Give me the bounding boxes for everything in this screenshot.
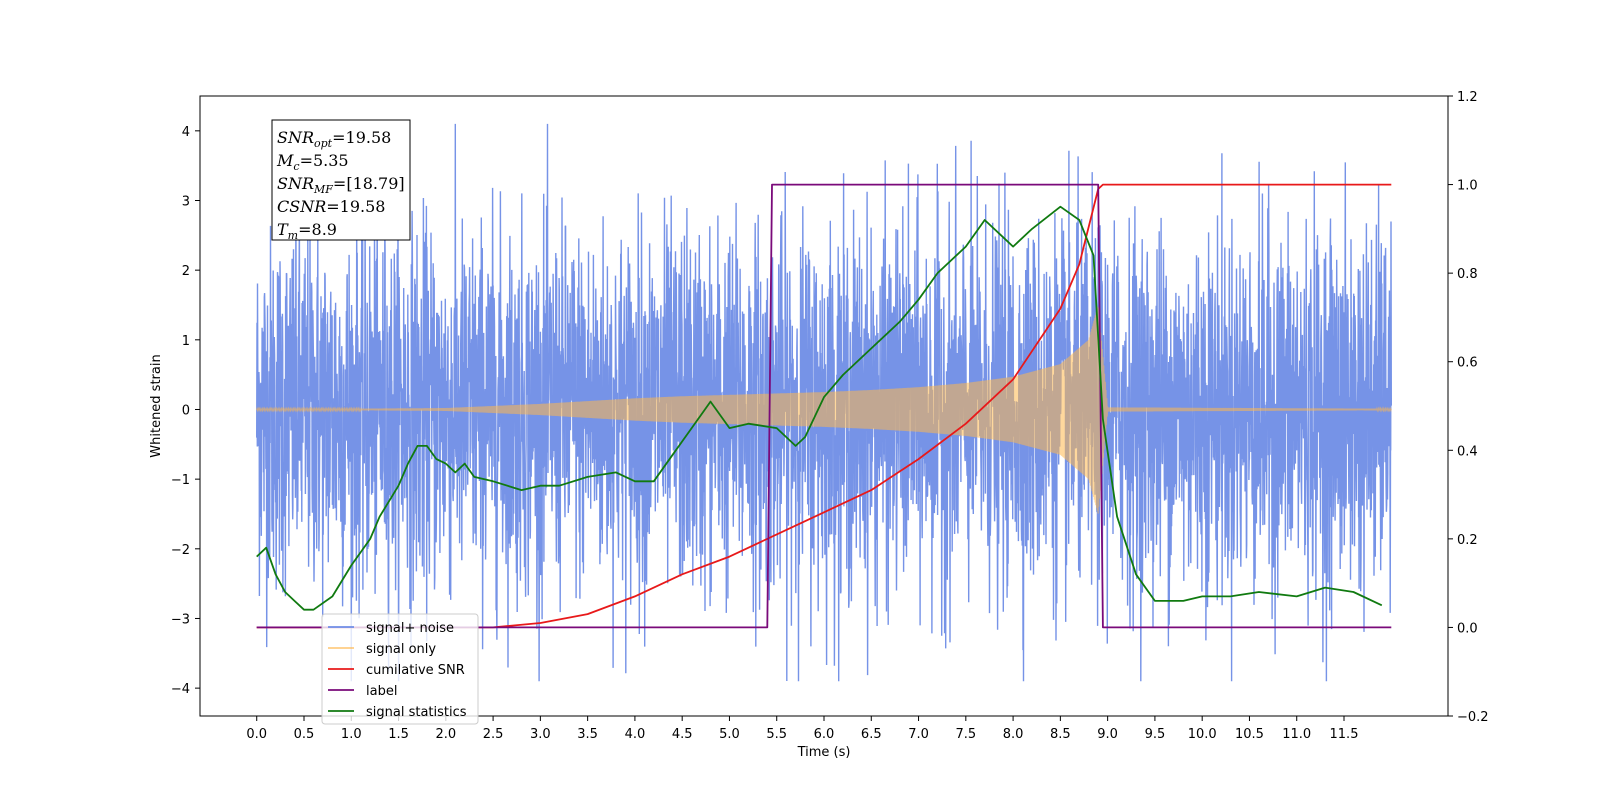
x-tick-label: 8.5 [1050, 727, 1071, 742]
y-axis-label: Whitened strain [149, 354, 164, 457]
annotation-box: SNRopt=19.58Mc=5.35SNRMF=[18.79]CSNR=19.… [271, 119, 411, 242]
y-tick-label: 3 [182, 194, 190, 209]
x-tick-label: 7.0 [908, 727, 929, 742]
x-tick-label: 1.5 [388, 727, 409, 742]
series-line-label [256, 183, 1392, 629]
x-tick-label: 10.0 [1188, 727, 1217, 742]
y-axis-left: −4 −3 −2 −1 0 1 2 3 4 [171, 125, 200, 697]
x-tick-label: 5.0 [719, 727, 740, 742]
x-axis-label: Time (s) [797, 745, 851, 760]
y-tick-label: −2 [171, 543, 190, 558]
legend-label: cumilative SNR [366, 663, 465, 678]
x-tick-label: 2.0 [435, 727, 456, 742]
series-line-cumulative-snr [256, 183, 1392, 629]
annotation-line: SNRopt=19.58 [277, 128, 391, 150]
x-tick-label: 6.0 [814, 727, 835, 742]
annotation-frame [271, 119, 411, 241]
legend-label: signal only [366, 642, 436, 657]
y-tick-label: 2 [182, 264, 190, 279]
legend-label: signal+ noise [366, 621, 454, 636]
x-tick-label: 0.5 [294, 727, 315, 742]
x-tick-label: 3.0 [530, 727, 551, 742]
y2-tick-label: 0.0 [1457, 621, 1478, 636]
x-tick-label: 2.5 [483, 727, 504, 742]
legend-label: signal statistics [366, 705, 467, 720]
x-tick-label: 9.0 [1097, 727, 1118, 742]
x-tick-label: 0.0 [246, 727, 267, 742]
x-tick-label: 9.5 [1145, 727, 1166, 742]
x-tick-label: 11.0 [1282, 727, 1311, 742]
y-tick-label: 0 [182, 403, 190, 418]
series-line-signal-statistics [256, 205, 1383, 611]
y-tick-label: −3 [171, 612, 190, 627]
y2-tick-label: 0.8 [1457, 267, 1478, 282]
series-line-signal-only [256, 306, 1392, 514]
y2-tick-label: 1.0 [1457, 179, 1478, 194]
legend-frame [321, 613, 479, 725]
y-tick-label: 1 [182, 334, 190, 349]
x-tick-label: 3.5 [577, 727, 598, 742]
legend: signal+ noise signal only cumilative SNR la… [321, 613, 479, 725]
x-tick-label: 6.5 [861, 727, 882, 742]
y-tick-label: −1 [171, 473, 190, 488]
legend-label: label [366, 684, 397, 699]
y2-tick-label: 1.2 [1457, 90, 1478, 105]
x-tick-label: 1.0 [341, 727, 362, 742]
annotation-line: SNRMF=[18.79] [277, 174, 405, 196]
x-tick-label: 5.5 [766, 727, 787, 742]
y2-tick-label: 0.4 [1457, 444, 1478, 459]
x-tick-label: 4.0 [625, 727, 646, 742]
y2-tick-label: 0.2 [1457, 533, 1478, 548]
annotation-line: CSNR=19.58 [277, 197, 385, 216]
x-tick-label: 4.5 [672, 727, 693, 742]
x-axis: 0.0 0.5 1.0 1.5 2.0 2.5 3.0 3.5 4.0 4.5 5.0 5.5 6.0 6… [246, 716, 1358, 742]
y2-tick-label: −0.2 [1457, 710, 1489, 725]
x-tick-label: 10.5 [1235, 727, 1264, 742]
y2-tick-label: 0.6 [1457, 356, 1478, 371]
y-tick-label: −4 [171, 682, 190, 697]
annotation-line: Mc=5.35 [276, 151, 349, 173]
x-tick-label: 8.0 [1003, 727, 1024, 742]
annotation-line: Tm=8.9 [277, 220, 337, 242]
x-tick-label: 11.5 [1330, 727, 1359, 742]
y-tick-label: 4 [182, 125, 190, 140]
x-tick-label: 7.5 [955, 727, 976, 742]
y-axis-right: −0.2 0.0 0.2 0.4 0.6 0.8 1.0 1.2 [1448, 90, 1489, 725]
